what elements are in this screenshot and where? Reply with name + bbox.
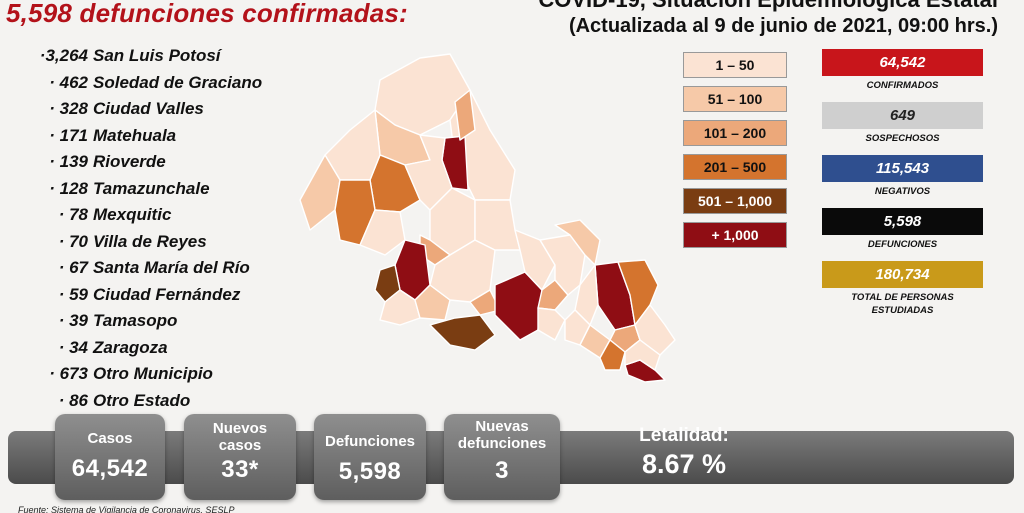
municipality-count: · 78 (58, 205, 88, 224)
municipality-row: · 462 Soledad de Graciano (26, 73, 326, 100)
legend-item: 51 – 100 (683, 86, 787, 112)
map-region (574, 264, 599, 326)
stat-label: DEFUNCIONES (867, 239, 938, 250)
casos-label: Casos (87, 430, 133, 447)
municipality-count: ·3,264 (39, 46, 88, 65)
municipality-count: · 67 (58, 258, 88, 277)
state-map (299, 53, 676, 383)
municipality-list: ·3,264 San Luis Potosí · 462 Soledad de Gra… (26, 46, 326, 417)
stat-value: 64,542 (822, 49, 983, 76)
map-region (537, 307, 566, 341)
municipality-row: · 59 Ciudad Fernández (26, 285, 326, 312)
nuevos-casos-value: 33* (221, 456, 259, 483)
municipality-row: · 67 Santa María del Río (26, 258, 326, 285)
legend-item: + 1,000 (683, 222, 787, 248)
map-region (474, 199, 521, 251)
stat-value: 649 (822, 102, 983, 129)
legend-item: 1 – 50 (683, 52, 787, 78)
municipality-name: Matehuala (93, 125, 177, 145)
municipality-count: · 328 (49, 99, 88, 118)
stat-block: 5,598 DEFUNCIONES (822, 208, 983, 251)
stat-block: 64,542 CONFIRMADOS (822, 49, 983, 92)
municipality-name: Otro Municipio (93, 364, 213, 383)
municipality-name: Soledad de Graciano (93, 72, 263, 92)
municipality-count: · 139 (49, 152, 88, 171)
map-legend: 1 – 50 51 – 100 101 – 200 201 – 500 501 – 1,… (683, 52, 787, 256)
casos-value: 64,542 (71, 455, 149, 482)
municipality-row: · 86 Otro Estado (26, 391, 326, 418)
stat-label: SOSPECHOSOS (865, 133, 940, 144)
municipality-row: · 34 Zaragoza (26, 338, 326, 365)
source-footer: Fuente: Sistema de Vigilancia de Coronav… (18, 505, 235, 513)
map-region (624, 339, 661, 371)
municipality-count: · 34 (58, 337, 88, 357)
municipality-name: Santa María del Río (93, 258, 250, 277)
defunciones-label: Defunciones (324, 433, 415, 450)
letalidad-label: Letalidad: (639, 425, 729, 446)
municipality-name: Zaragoza (93, 337, 168, 357)
municipality-count: · 171 (49, 125, 88, 145)
stat-label: NEGATIVOS (874, 186, 931, 197)
municipality-count: · 39 (58, 311, 88, 330)
casos-card: Casos 64,542 (55, 414, 165, 500)
map-region (454, 89, 476, 141)
report-title: COVID-19, Situación Epidemiológica Estat… (538, 0, 998, 40)
municipality-row: · 78 Mexquitic (26, 205, 326, 232)
stat-value: 180,734 (822, 261, 983, 288)
nuevas-defunciones-value: 3 (495, 457, 509, 484)
legend-item: 201 – 500 (683, 154, 787, 180)
stat-block: 180,734 TOTAL DE PERSONAS ESTUDIADAS (822, 261, 983, 317)
municipality-count: · 59 (58, 284, 88, 304)
stat-label: CONFIRMADOS (866, 80, 939, 91)
municipality-name: San Luis Potosí (93, 46, 221, 65)
map-region (359, 209, 406, 256)
municipality-count: · 462 (49, 72, 88, 92)
municipality-count: · 673 (49, 364, 88, 383)
municipality-row: · 128 Tamazunchale (26, 179, 326, 206)
municipality-count: · 86 (58, 390, 88, 410)
municipality-name: Otro Estado (93, 390, 191, 410)
municipality-name: Rioverde (93, 152, 166, 171)
letalidad-block: Letalidad: 8.67 % (584, 425, 784, 480)
map-region (554, 219, 601, 266)
stat-label: TOTAL DE PERSONAS ESTUDIADAS (851, 292, 954, 316)
map-region (429, 314, 496, 351)
legend-item: 501 – 1,000 (683, 188, 787, 214)
stat-value: 115,543 (822, 155, 983, 182)
stat-value: 5,598 (822, 208, 983, 235)
defunciones-card: Defunciones 5,598 (314, 414, 426, 500)
defunciones-value: 5,598 (338, 458, 402, 485)
report-title-main: COVID-19, Situación Epidemiológica Estat… (538, 0, 998, 13)
legend-item: 101 – 200 (683, 120, 787, 146)
municipality-row: · 139 Rioverde (26, 152, 326, 179)
municipality-name: Tamasopo (93, 311, 178, 330)
stat-block: 115,543 NEGATIVOS (822, 155, 983, 198)
municipality-row: · 328 Ciudad Valles (26, 99, 326, 126)
municipality-name: Villa de Reyes (93, 231, 207, 251)
municipality-name: Ciudad Valles (93, 99, 204, 118)
nuevas-defunciones-card: Nuevas defunciones 3 (444, 414, 560, 500)
municipality-row: · 171 Matehuala (26, 126, 326, 153)
nuevas-defunciones-label: Nuevas defunciones (457, 418, 547, 452)
municipality-row: · 70 Villa de Reyes (26, 232, 326, 259)
nuevos-casos-label: Nuevos casos (212, 420, 268, 454)
municipality-name: Mexquitic (93, 205, 172, 224)
municipality-row: · 39 Tamasopo (26, 311, 326, 338)
deaths-title: 5,598 defunciones confirmadas: (6, 0, 408, 28)
municipality-count: · 70 (58, 231, 88, 251)
municipality-row: · 673 Otro Municipio (26, 364, 326, 391)
map-region (539, 234, 586, 296)
letalidad-value: 8.67 % (641, 449, 727, 479)
map-region (537, 279, 569, 311)
map-region (599, 339, 626, 371)
stat-block: 649 SOSPECHOSOS (822, 102, 983, 145)
municipality-name: Tamazunchale (93, 178, 210, 198)
municipality-count: · 128 (49, 178, 88, 198)
municipality-name: Ciudad Fernández (93, 284, 241, 304)
municipality-row: ·3,264 San Luis Potosí (26, 46, 326, 73)
report-date: (Actualizada al 9 de junio de 2021, 09:0… (568, 15, 998, 37)
stats-panel: 64,542 CONFIRMADOS 649 SOSPECHOSOS 115,543 NE… (822, 49, 983, 327)
nuevos-casos-card: Nuevos casos 33* (184, 414, 296, 500)
